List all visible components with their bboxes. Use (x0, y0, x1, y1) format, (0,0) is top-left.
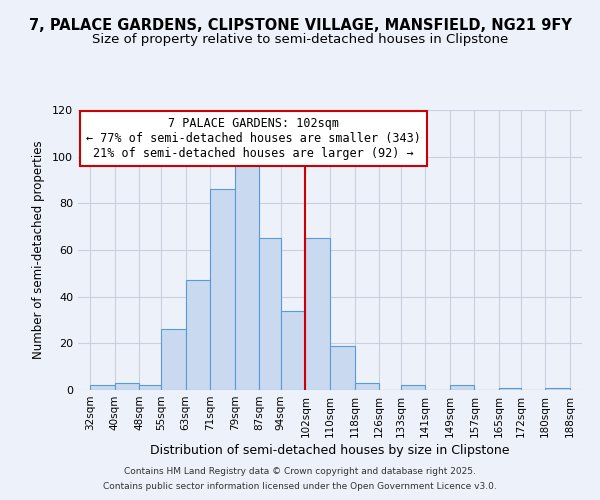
Text: Contains public sector information licensed under the Open Government Licence v3: Contains public sector information licen… (103, 482, 497, 491)
Bar (305, 238, 330, 390)
X-axis label: Distribution of semi-detached houses by size in Clipstone: Distribution of semi-detached houses by … (150, 444, 510, 457)
Bar (235, 166, 259, 390)
Bar (259, 238, 281, 390)
Bar (355, 383, 379, 390)
Bar (545, 388, 570, 390)
Text: 7, PALACE GARDENS, CLIPSTONE VILLAGE, MANSFIELD, NG21 9FY: 7, PALACE GARDENS, CLIPSTONE VILLAGE, MA… (29, 18, 571, 32)
Bar (401, 386, 425, 390)
Bar (450, 386, 475, 390)
Bar (330, 346, 355, 390)
Y-axis label: Number of semi-detached properties: Number of semi-detached properties (32, 140, 45, 360)
Bar (185, 280, 210, 390)
Text: 7 PALACE GARDENS: 102sqm
← 77% of semi-detached houses are smaller (343)
21% of : 7 PALACE GARDENS: 102sqm ← 77% of semi-d… (86, 117, 421, 160)
Bar (115, 383, 139, 390)
Text: Contains HM Land Registry data © Crown copyright and database right 2025.: Contains HM Land Registry data © Crown c… (124, 467, 476, 476)
Bar (161, 330, 185, 390)
Text: Size of property relative to semi-detached houses in Clipstone: Size of property relative to semi-detach… (92, 32, 508, 46)
Bar (281, 310, 305, 390)
Bar (139, 386, 161, 390)
Bar (210, 190, 235, 390)
Bar (90, 386, 115, 390)
Bar (499, 388, 521, 390)
